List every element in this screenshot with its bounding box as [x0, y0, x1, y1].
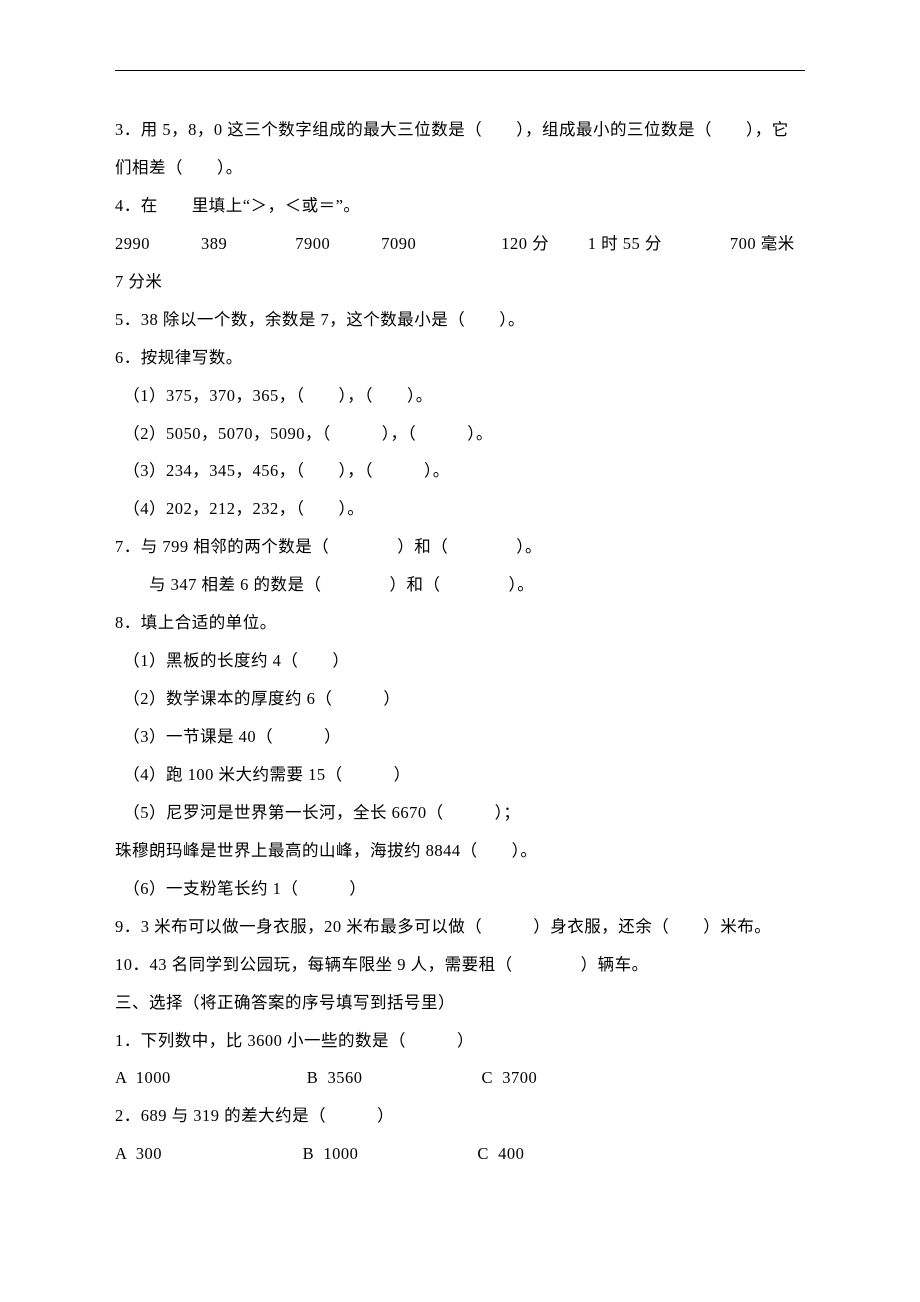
- question-7-2: 与 347 相差 6 的数是（ ）和（ ）。: [115, 566, 805, 604]
- document-body: 3．用 5，8，0 这三个数字组成的最大三位数是（ ），组成最小的三位数是（ ）…: [115, 111, 805, 1173]
- top-divider: [115, 70, 805, 71]
- document-page: 3．用 5，8，0 这三个数字组成的最大三位数是（ ），组成最小的三位数是（ ）…: [0, 0, 920, 1302]
- question-3: 3．用 5，8，0 这三个数字组成的最大三位数是（ ），组成最小的三位数是（ ）…: [115, 111, 805, 187]
- question-5: 5．38 除以一个数，余数是 7，这个数最小是（ ）。: [115, 301, 805, 339]
- question-8-5b: 珠穆朗玛峰是世界上最高的山峰，海拔约 8844（ ）。: [115, 832, 805, 870]
- question-8-4: （4）跑 100 米大约需要 15（ ）: [115, 756, 805, 794]
- question-8-2: （2）数学课本的厚度约 6（ ）: [115, 680, 805, 718]
- question-6-head: 6．按规律写数。: [115, 339, 805, 377]
- section-3-q2: 2．689 与 319 的差大约是（ ）: [115, 1097, 805, 1135]
- question-6-2: （2）5050，5070，5090，（ ），（ ）。: [115, 415, 805, 453]
- section-3-head: 三、选择（将正确答案的序号填写到括号里）: [115, 984, 805, 1022]
- question-6-3: （3）234，345，456，（ ），（ ）。: [115, 452, 805, 490]
- section-3-q1: 1．下列数中，比 3600 小一些的数是（ ）: [115, 1022, 805, 1060]
- question-4-row: 2990 389 7900 7090 120 分 1 时 55 分 700 毫米…: [115, 225, 805, 301]
- question-9: 9．3 米布可以做一身衣服，20 米布最多可以做（ ）身衣服，还余（ ）米布。: [115, 908, 805, 946]
- question-8-1: （1）黑板的长度约 4（ ）: [115, 642, 805, 680]
- question-7-1: 7．与 799 相邻的两个数是（ ）和（ ）。: [115, 528, 805, 566]
- question-6-1: （1）375，370，365，（ ），（ ）。: [115, 377, 805, 415]
- question-8-head: 8．填上合适的单位。: [115, 604, 805, 642]
- question-8-6: （6）一支粉笔长约 1（ ）: [115, 870, 805, 908]
- question-4-head: 4．在 里填上“＞，＜或＝”。: [115, 187, 805, 225]
- question-8-5: （5）尼罗河是世界第一长河，全长 6670（ ）；: [115, 794, 805, 832]
- section-3-q1-options: A 1000 B 3560 C 3700: [115, 1059, 805, 1097]
- question-10: 10．43 名同学到公园玩，每辆车限坐 9 人，需要租（ ）辆车。: [115, 946, 805, 984]
- question-8-3: （3）一节课是 40（ ）: [115, 718, 805, 756]
- question-6-4: （4）202，212，232，（ ）。: [115, 490, 805, 528]
- section-3-q2-options: A 300 B 1000 C 400: [115, 1135, 805, 1173]
